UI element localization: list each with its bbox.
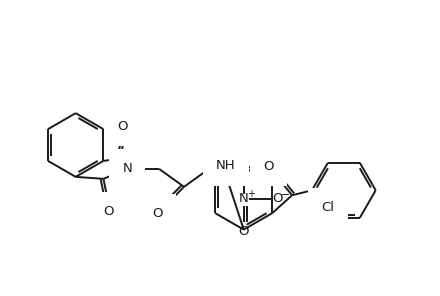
Text: O: O [272, 192, 283, 205]
Text: N: N [122, 163, 132, 176]
Text: O: O [152, 207, 162, 220]
Text: O: O [117, 120, 128, 133]
Text: O: O [238, 225, 249, 238]
Text: +: + [247, 189, 255, 199]
Text: NH: NH [216, 160, 235, 172]
Text: Cl: Cl [322, 202, 334, 214]
Text: −: − [281, 190, 290, 200]
Text: N: N [239, 192, 249, 205]
Text: O: O [263, 160, 273, 173]
Text: O: O [103, 205, 114, 218]
